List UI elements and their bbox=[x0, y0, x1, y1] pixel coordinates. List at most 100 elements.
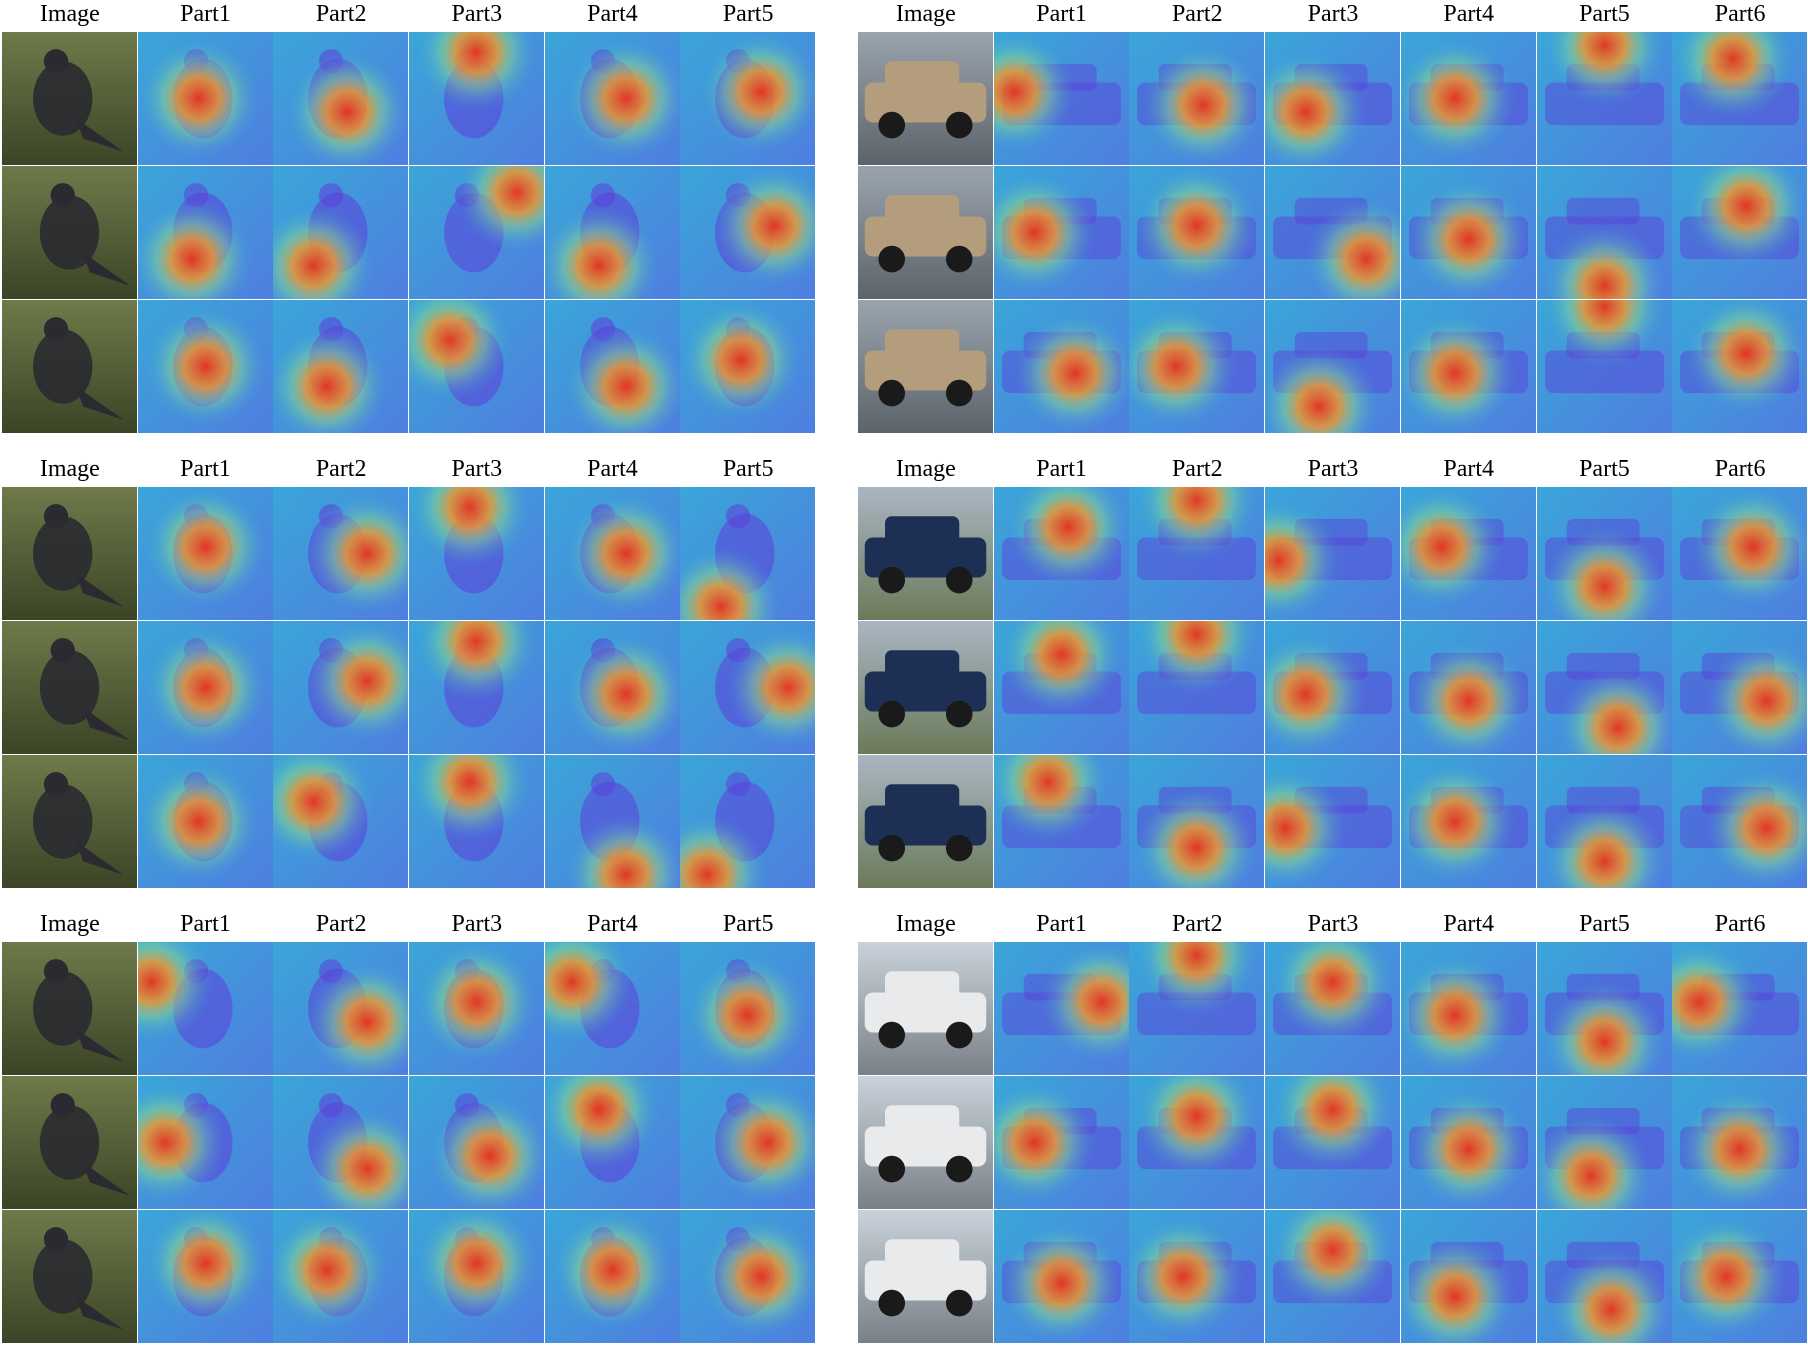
attention-heatmap-part3 bbox=[409, 487, 544, 620]
attention-heatmap-part2 bbox=[1129, 755, 1265, 888]
column-header-part6: Part6 bbox=[1714, 911, 1766, 937]
attention-heatmap-part1 bbox=[137, 166, 273, 299]
source-photo bbox=[858, 166, 993, 299]
attention-heatmap-part1 bbox=[993, 942, 1129, 1075]
source-photo bbox=[858, 755, 993, 888]
attention-heatmap-part6 bbox=[1672, 487, 1808, 620]
attention-heatmap-part2 bbox=[273, 755, 409, 888]
attention-heatmap-part5 bbox=[1536, 942, 1672, 1075]
attention-heatmap-part3 bbox=[1265, 166, 1401, 299]
attention-heatmap-part4 bbox=[544, 1210, 680, 1343]
column-header-part4: Part4 bbox=[1443, 456, 1495, 482]
attention-heatmap-part5 bbox=[680, 621, 816, 754]
attention-heatmap-part5 bbox=[680, 755, 816, 888]
attention-heatmap-part3 bbox=[409, 621, 544, 754]
attention-heatmap-part5 bbox=[680, 32, 816, 165]
attention-heatmap-part2 bbox=[1129, 1076, 1265, 1209]
attention-heatmap-part4 bbox=[1400, 487, 1536, 620]
attention-heatmap-part6 bbox=[1672, 1210, 1808, 1343]
attention-heatmap-part5 bbox=[680, 487, 816, 620]
attention-heatmap-part5 bbox=[680, 1076, 816, 1209]
attention-heatmap-part6 bbox=[1672, 942, 1808, 1075]
column-header-part1: Part1 bbox=[1036, 1, 1087, 27]
attention-heatmap-part3 bbox=[1265, 1076, 1401, 1209]
attention-heatmap-part4 bbox=[1400, 942, 1536, 1075]
column-header-part3: Part3 bbox=[451, 911, 503, 937]
attention-heatmap-part3 bbox=[409, 755, 544, 888]
column-header-part3: Part3 bbox=[1307, 911, 1359, 937]
column-header-part4: Part4 bbox=[587, 456, 638, 482]
attention-heatmap-part1 bbox=[993, 621, 1129, 754]
source-photo bbox=[858, 621, 993, 754]
column-header-part2: Part2 bbox=[1171, 911, 1223, 937]
attention-heatmap-part4 bbox=[544, 300, 680, 433]
attention-heatmap-part2 bbox=[1129, 942, 1265, 1075]
column-header-part5: Part5 bbox=[722, 911, 774, 937]
attention-heatmap-part5 bbox=[1536, 300, 1672, 433]
attention-heatmap-part3 bbox=[1265, 621, 1401, 754]
panel-cars-1: Image Part1 Part2 Part3 Part4 Part5 Part6 bbox=[858, 0, 1808, 434]
attention-heatmap-part3 bbox=[1265, 755, 1401, 888]
attention-heatmap-part1 bbox=[993, 32, 1129, 165]
attention-heatmap-part6 bbox=[1672, 755, 1808, 888]
attention-heatmap-part5 bbox=[1536, 32, 1672, 165]
attention-heatmap-part2 bbox=[273, 621, 409, 754]
attention-heatmap-part1 bbox=[137, 1210, 273, 1343]
column-header-part3: Part3 bbox=[451, 456, 503, 482]
column-header-part3: Part3 bbox=[1307, 456, 1359, 482]
panel-birds-2: Image Part1 Part2 Part3 Part4 Part5 bbox=[2, 455, 816, 889]
attention-heatmap-part1 bbox=[137, 300, 273, 433]
attention-heatmap-part2 bbox=[1129, 621, 1265, 754]
attention-heatmap-part3 bbox=[1265, 487, 1401, 620]
attention-heatmap-part2 bbox=[273, 1076, 409, 1209]
attention-heatmap-part5 bbox=[680, 166, 816, 299]
panel-birds-1: Image Part1 Part2 Part3 Part4 Part5 bbox=[2, 0, 816, 434]
attention-heatmap-part4 bbox=[1400, 1210, 1536, 1343]
source-photo bbox=[2, 942, 137, 1075]
panel-birds-3: Image Part1 Part2 Part3 Part4 Part5 bbox=[2, 910, 816, 1344]
source-photo bbox=[858, 942, 993, 1075]
attention-heatmap-part3 bbox=[409, 32, 544, 165]
attention-heatmap-part2 bbox=[1129, 32, 1265, 165]
attention-heatmap-part3 bbox=[1265, 1210, 1401, 1343]
attention-heatmap-part2 bbox=[1129, 166, 1265, 299]
column-header-part4: Part4 bbox=[587, 1, 638, 27]
attention-heatmap-part3 bbox=[1265, 300, 1401, 433]
column-header-image: Image bbox=[39, 1, 100, 27]
source-photo bbox=[2, 621, 137, 754]
column-header-part3: Part3 bbox=[1307, 1, 1359, 27]
attention-heatmap-part6 bbox=[1672, 32, 1808, 165]
attention-heatmap-part5 bbox=[1536, 621, 1672, 754]
column-header-part2: Part2 bbox=[315, 1, 367, 27]
column-header-part6: Part6 bbox=[1714, 1, 1766, 27]
attention-heatmap-part4 bbox=[1400, 32, 1536, 165]
attention-heatmap-part6 bbox=[1672, 300, 1808, 433]
column-header-image: Image bbox=[895, 1, 956, 27]
column-header-part1: Part1 bbox=[1036, 911, 1087, 937]
source-photo bbox=[2, 32, 137, 165]
attention-heatmap-part5 bbox=[1536, 1076, 1672, 1209]
attention-heatmap-part4 bbox=[544, 1076, 680, 1209]
panel-cars-2: Image Part1 Part2 Part3 Part4 Part5 Part6 bbox=[858, 455, 1808, 889]
attention-heatmap-part1 bbox=[993, 300, 1129, 433]
source-photo bbox=[2, 755, 137, 888]
column-header-part2: Part2 bbox=[315, 911, 367, 937]
attention-heatmap-part3 bbox=[1265, 32, 1401, 165]
column-header-part6: Part6 bbox=[1714, 456, 1766, 482]
attention-heatmap-part5 bbox=[1536, 1210, 1672, 1343]
attention-heatmap-part1 bbox=[993, 166, 1129, 299]
attention-heatmap-part6 bbox=[1672, 621, 1808, 754]
attention-heatmap-part2 bbox=[273, 1210, 409, 1343]
attention-heatmap-part2 bbox=[273, 32, 409, 165]
source-photo bbox=[2, 487, 137, 620]
attention-heatmap-part4 bbox=[544, 942, 680, 1075]
attention-heatmap-part1 bbox=[137, 621, 273, 754]
attention-heatmap-part4 bbox=[1400, 1076, 1536, 1209]
attention-heatmap-part2 bbox=[1129, 1210, 1265, 1343]
attention-heatmap-part1 bbox=[993, 1210, 1129, 1343]
column-header-image: Image bbox=[39, 911, 100, 937]
attention-heatmap-part1 bbox=[137, 32, 273, 165]
attention-heatmap-part3 bbox=[1265, 942, 1401, 1075]
attention-heatmap-part3 bbox=[409, 300, 544, 433]
attention-heatmap-part2 bbox=[1129, 487, 1265, 620]
